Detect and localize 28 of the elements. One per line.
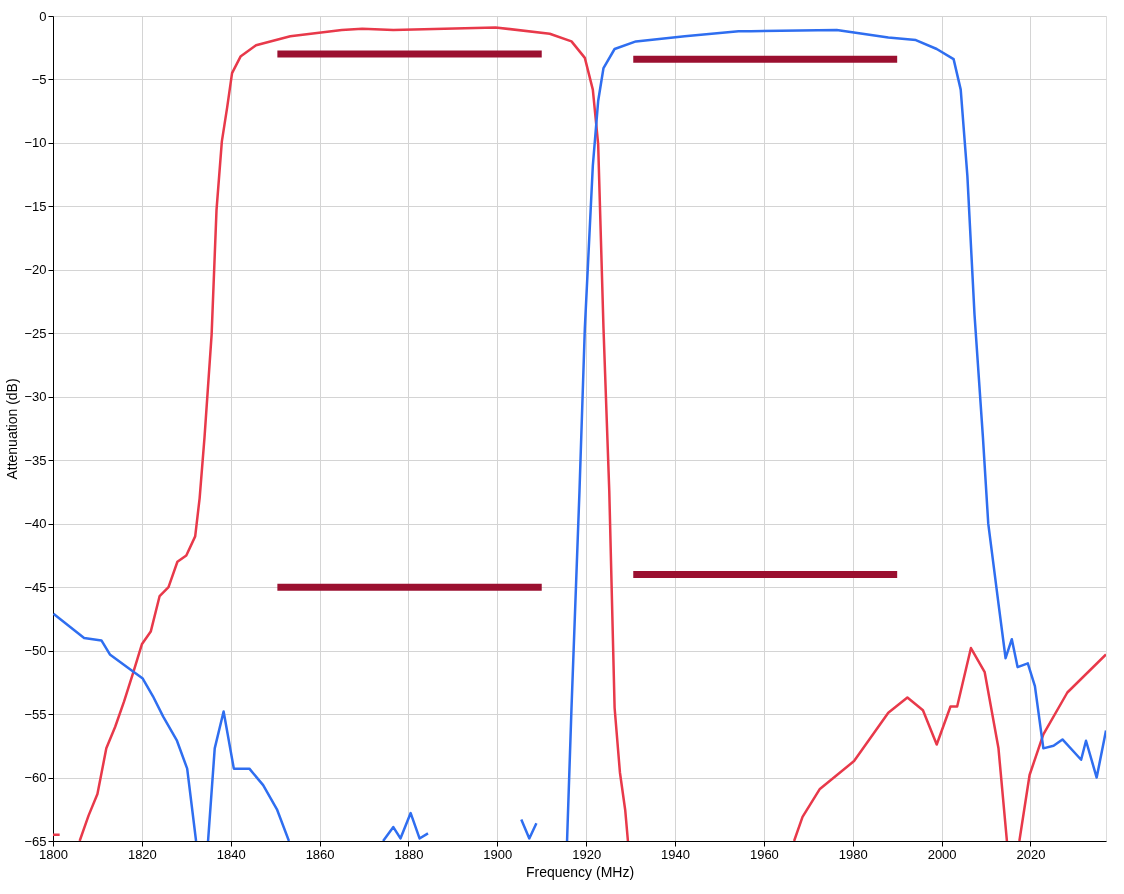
y-tick-label: −15 [24,198,47,214]
y-tick-label: −25 [24,325,47,341]
x-tick-label: 1860 [305,846,335,862]
y-tick-label: 0 [39,8,47,24]
x-tick-label: 1800 [39,846,68,862]
y-tick-label: −65 [24,833,47,849]
x-tick-label: 1940 [661,846,690,862]
y-tick-label: −10 [24,135,47,151]
y-tick-label: −20 [24,262,47,278]
y-tick-label: −55 [24,706,47,722]
x-tick-label: 1840 [216,846,246,862]
x-tick-label: 1980 [838,846,868,862]
x-tick-label: 1960 [749,846,779,862]
x-tick-label: 2020 [1016,846,1046,862]
x-tick-label: 1900 [483,846,513,862]
y-tick-label: −5 [31,71,47,87]
y-tick-label: −30 [24,389,47,405]
y-tick-label: −35 [24,452,47,468]
y-tick-label: −50 [24,643,47,659]
x-tick-label: 1820 [127,846,157,862]
x-axis-title: Frequency (MHz) [525,863,635,880]
y-axis-title: Attenuation (dB) [4,378,21,480]
x-tick-label: 1920 [572,846,602,862]
x-tick-label: 1880 [394,846,424,862]
y-tick-label: −40 [24,516,47,532]
y-tick-label: −60 [24,770,47,786]
y-tick-label: −45 [24,579,47,595]
x-tick-label: 2000 [927,846,957,862]
